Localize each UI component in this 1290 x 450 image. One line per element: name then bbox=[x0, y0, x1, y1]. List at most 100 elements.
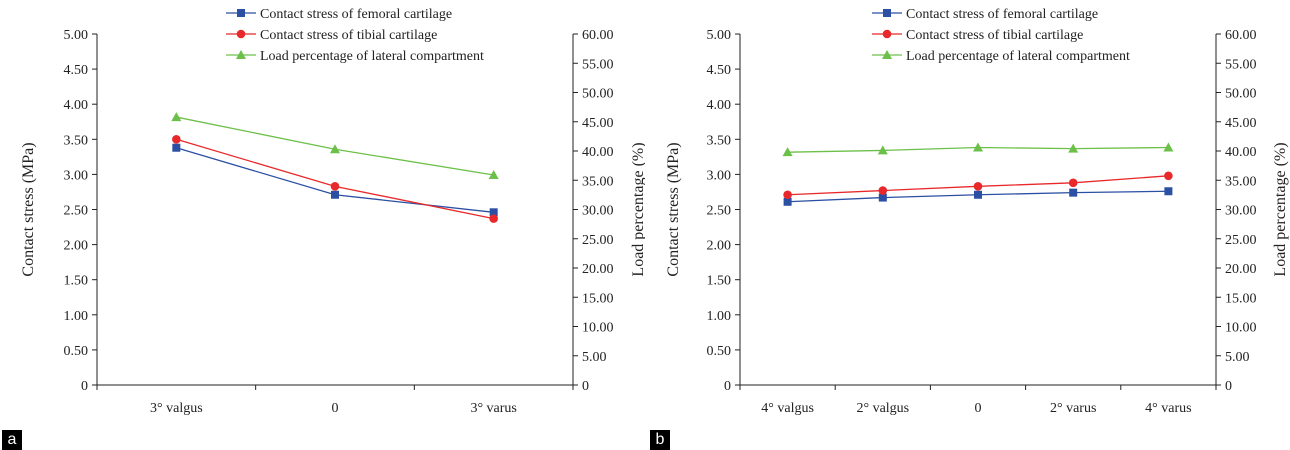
chart-a-legend-marker-2 bbox=[236, 29, 246, 39]
chart-b-series-2-point bbox=[783, 190, 792, 200]
chart-b-y2tick-label: 50.00 bbox=[1225, 87, 1257, 102]
chart-b-y2-axis-title: Load percentage (%) bbox=[1272, 142, 1289, 276]
chart-b-y2tick-label: 10.00 bbox=[1225, 321, 1257, 336]
chart-a-y2tick-label: 60.00 bbox=[582, 28, 614, 43]
chart-b-legend-label-2: Contact stress of tibial cartilage bbox=[906, 28, 1083, 43]
chart-a-legend-label-1: Contact stress of femoral cartilage bbox=[260, 7, 452, 22]
chart-b-ytick-label: 1.50 bbox=[707, 274, 732, 289]
chart-a-xtick-label: 3° varus bbox=[470, 401, 516, 416]
chart-b-series-1-point bbox=[878, 193, 887, 202]
chart-a-ytick-label: 0 bbox=[81, 379, 88, 394]
chart-a-y-axis-title: Contact stress (MPa) bbox=[20, 142, 37, 276]
chart-a-series-2-point bbox=[172, 135, 181, 144]
chart-b-series-1-point bbox=[974, 190, 982, 199]
chart-a-y2-axis-title: Load percentage (%) bbox=[630, 142, 645, 276]
chart-a-y2tick-label: 55.00 bbox=[582, 57, 614, 72]
chart-b-legend-marker-1 bbox=[883, 9, 891, 17]
chart-a-ytick-label: 3.50 bbox=[64, 133, 89, 148]
chart-b-series-1-point bbox=[1164, 187, 1173, 196]
chart-a-y2tick-label: 0 bbox=[582, 379, 589, 394]
chart-b-y2tick-label: 5.00 bbox=[1225, 350, 1250, 365]
chart-a-series-3-point bbox=[488, 169, 499, 179]
chart-b-series-2-point bbox=[973, 182, 983, 191]
chart-b-xtick-label: 2° varus bbox=[1050, 401, 1096, 416]
chart-a-legend-label-2: Contact stress of tibial cartilage bbox=[260, 28, 437, 43]
chart-b-ytick-label: 1.00 bbox=[707, 309, 732, 324]
chart-a-ytick-label: 1.50 bbox=[64, 274, 89, 289]
chart-b-series-2-point bbox=[878, 186, 888, 195]
chart-b-xtick-label: 2° valgus bbox=[856, 401, 909, 416]
chart-b-xtick-label: 0 bbox=[975, 401, 982, 416]
chart-a-ytick-label: 4.00 bbox=[64, 98, 89, 113]
chart-b-y2tick-label: 45.00 bbox=[1225, 116, 1257, 131]
chart-a-series-3-point bbox=[330, 144, 340, 154]
chart-a-y2tick-label: 40.00 bbox=[582, 145, 614, 160]
chart-b-series-3-point bbox=[877, 145, 888, 155]
chart-a-legend-label-3: Load percentage of lateral compartment bbox=[260, 49, 484, 64]
chart-a-y2tick-label: 5.00 bbox=[582, 350, 607, 365]
chart-b-series-2-point bbox=[1068, 178, 1078, 188]
chart-b-xtick-label: 4° valgus bbox=[761, 401, 814, 416]
chart-panel-a: 0 0.50 1.00 1.50 2.00 2.50 3.00 3.50 4.00 4.50 5.0… bbox=[2, 7, 645, 450]
chart-a-series-2-point bbox=[330, 182, 340, 191]
chart-a-series-2-point bbox=[489, 214, 498, 223]
chart-a-ytick-label: 5.00 bbox=[64, 28, 89, 43]
chart-b-y2tick-label: 55.00 bbox=[1225, 57, 1257, 72]
chart-a-series-1-point bbox=[172, 143, 181, 152]
chart-b-ytick-label: 3.00 bbox=[707, 168, 732, 183]
chart-a-ytick-label: 2.50 bbox=[64, 204, 89, 219]
chart-b-legend-marker-3 bbox=[882, 50, 892, 59]
chart-b-y2tick-label: 15.00 bbox=[1225, 291, 1257, 306]
chart-a-y2tick-label: 25.00 bbox=[582, 233, 614, 248]
chart-a-y2tick-label: 30.00 bbox=[582, 204, 614, 219]
chart-a-series-1-point bbox=[331, 190, 339, 199]
chart-b-ytick-label: 5.00 bbox=[707, 28, 732, 43]
chart-a-series-line-1 bbox=[176, 147, 494, 213]
chart-a-series-3-point bbox=[171, 112, 182, 122]
chart-a-svg: 0 0.50 1.00 1.50 2.00 2.50 3.00 3.50 4.00 4.50 5.0… bbox=[20, 7, 645, 416]
chart-a-ytick-label: 1.00 bbox=[64, 309, 89, 324]
chart-b-y2tick-label: 35.00 bbox=[1225, 174, 1257, 189]
chart-b-series-3-point bbox=[1068, 143, 1079, 153]
chart-b-legend-label-3: Load percentage of lateral compartment bbox=[906, 49, 1130, 64]
chart-a-y2tick-label: 10.00 bbox=[582, 321, 614, 336]
chart-b-ytick-label: 4.00 bbox=[707, 98, 732, 113]
chart-a-ytick-label: 4.50 bbox=[64, 63, 89, 78]
chart-b-series-3-point bbox=[973, 142, 983, 152]
chart-b-ytick-label: 0 bbox=[724, 379, 731, 394]
chart-b-xtick-label: 4° varus bbox=[1145, 401, 1191, 416]
chart-b-svg: 0 0.50 1.00 1.50 2.00 2.50 3.00 3.50 4.00 4.50 5.0… bbox=[665, 7, 1289, 416]
chart-a-y2tick-label: 35.00 bbox=[582, 174, 614, 189]
chart-b-series-3-point bbox=[1163, 142, 1174, 152]
chart-a-y2tick-label: 50.00 bbox=[582, 87, 614, 102]
panel-label-a: a bbox=[2, 430, 22, 450]
chart-b-legend-label-1: Contact stress of femoral cartilage bbox=[906, 7, 1098, 22]
chart-b-ytick-label: 2.00 bbox=[707, 239, 732, 254]
chart-a-ytick-label: 0.50 bbox=[64, 344, 89, 359]
chart-b-y-axis-title: Contact stress (MPa) bbox=[665, 142, 682, 276]
chart-b-series-1-point bbox=[783, 197, 792, 206]
chart-a-series-1-point bbox=[489, 208, 498, 217]
chart-b-y2tick-label: 25.00 bbox=[1225, 233, 1257, 248]
chart-b-y2tick-label: 30.00 bbox=[1225, 204, 1257, 219]
chart-a-ytick-label: 3.00 bbox=[64, 168, 89, 183]
panel-label-b: b bbox=[650, 430, 670, 450]
chart-a-y2tick-label: 15.00 bbox=[582, 291, 614, 306]
chart-a-xtick-label: 0 bbox=[332, 401, 339, 416]
chart-a-y2tick-label: 45.00 bbox=[582, 116, 614, 131]
chart-a-legend-marker-1 bbox=[237, 9, 245, 17]
chart-b-y2tick-label: 40.00 bbox=[1225, 145, 1257, 160]
chart-panel-b: 0 0.50 1.00 1.50 2.00 2.50 3.00 3.50 4.00 4.50 5.0… bbox=[645, 0, 1290, 450]
chart-b-series-3-point bbox=[782, 147, 793, 157]
chart-b-ytick-label: 0.50 bbox=[707, 344, 732, 359]
chart-b-series-1-point bbox=[1069, 188, 1078, 197]
chart-a-y2tick-label: 20.00 bbox=[582, 262, 614, 277]
chart-b-y2tick-label: 20.00 bbox=[1225, 262, 1257, 277]
chart-a-ytick-label: 2.00 bbox=[64, 239, 89, 254]
chart-b-series-2-point bbox=[1164, 171, 1173, 181]
chart-a-legend-marker-3 bbox=[236, 50, 246, 59]
chart-b-ytick-label: 2.50 bbox=[707, 204, 732, 219]
chart-a-xtick-label: 3° valgus bbox=[150, 401, 203, 416]
chart-b-ytick-label: 4.50 bbox=[707, 63, 732, 78]
chart-b-ytick-label: 3.50 bbox=[707, 133, 732, 148]
